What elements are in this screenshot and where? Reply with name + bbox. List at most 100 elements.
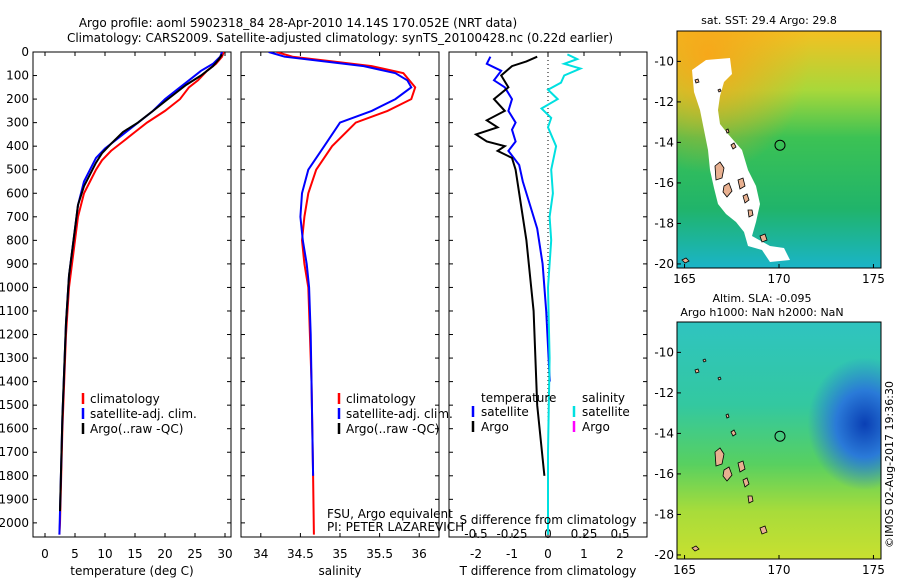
depth-tick-label: 700 — [6, 210, 29, 224]
salinity-legend: climatology satellite-adj. clim. Argo(..… — [337, 392, 453, 436]
legend-label-climatology: climatology — [90, 392, 160, 406]
x-tick-label: 10 — [97, 547, 112, 561]
depth-tick-label: 2000 — [0, 516, 29, 530]
temperature-xlabel: temperature (deg C) — [70, 564, 193, 578]
depth-tick-label: 1900 — [0, 492, 29, 506]
depth-tick-label: 300 — [6, 116, 29, 130]
temperature-plot: 0 5 10 15 20 25 30 — [33, 51, 233, 561]
depth-axis: 0 100 200 300 400 500 600 700 800 900 1000 1100 1200… — [0, 45, 29, 530]
legend-label-argo: Argo(..raw -QC) — [346, 422, 439, 436]
depth-tick-label: 500 — [6, 163, 29, 177]
depth-tick-label: 1200 — [0, 328, 29, 342]
legend-label-satellite: satellite-adj. clim. — [346, 407, 453, 421]
salinity-axes-frame — [240, 51, 440, 538]
legend-label-climatology: climatology — [346, 392, 416, 406]
x-tick-label: -1 — [506, 547, 518, 561]
salinity-annotation-line-1: FSU, Argo equivalent — [327, 507, 453, 521]
temperature-panel: 0 5 10 15 20 25 30 temperature (deg C) — [32, 51, 233, 578]
x-tick-label: 5 — [71, 547, 79, 561]
s-x-tick-label: 0.25 — [571, 527, 598, 541]
s-x-tick-label: -0.5 — [464, 527, 487, 541]
sst-map-title: sat. SST: 29.4 Argo: 29.8 — [701, 14, 837, 27]
map-y-tick-label: -14 — [654, 135, 674, 149]
sla-map-subtitle: Argo h1000: NaN h2000: NaN — [680, 306, 843, 319]
x-tick-label: 35.5 — [366, 547, 393, 561]
depth-tick-label: 1100 — [0, 304, 29, 318]
map-y-tick-label: -14 — [654, 426, 674, 440]
x-tick-label: 34 — [253, 547, 268, 561]
x-tick-label: 0 — [41, 547, 49, 561]
series-line-temperature-satellite — [485, 56, 551, 382]
temperature-legend: climatology satellite-adj. clim. Argo(..… — [81, 392, 197, 436]
series-line-temperature-argo — [473, 55, 546, 476]
temperature-axes-frame — [32, 51, 232, 538]
x-tick-label: 36 — [412, 547, 427, 561]
series-group — [473, 53, 584, 535]
depth-tick-label: 1800 — [0, 469, 29, 483]
difference-plot: -2 -1 0 1 2-0.5 -0.25 0 0.25 0.5 — [449, 51, 647, 561]
salinity-xlabel: salinity — [318, 564, 361, 578]
x-tick-label: -2 — [470, 547, 482, 561]
legend-label-argo: Argo(..raw -QC) — [90, 422, 183, 436]
difference-panel: -2 -1 0 1 2-0.5 -0.25 0 0.25 0.5 S difference fr… — [448, 51, 648, 578]
map-y-tick-label: -10 — [654, 54, 674, 68]
map-y-tick-label: -12 — [654, 95, 674, 109]
series-group — [58, 52, 225, 535]
series-line-satellite-adj-clim- — [58, 52, 223, 535]
map-x-tick-label: 175 — [862, 272, 885, 286]
sla-map-axes: 165 170 175 -10 -12 -14 -16 -18 -20 — [654, 345, 885, 577]
sla-map-panel: Altim. SLA: -0.095 Argo h1000: NaN h2000… — [654, 292, 885, 577]
salinity-plot: 34 34.5 35 35.5 36 — [241, 51, 439, 561]
sla-map-islands — [691, 358, 768, 552]
depth-tick-label: 1600 — [0, 422, 29, 436]
sla-map-title: Altim. SLA: -0.095 — [712, 292, 811, 305]
legend-label-s-argo: Argo — [582, 420, 610, 434]
depth-tick-label: 600 — [6, 186, 29, 200]
difference-legend: temperature satellite Argo salinity sate… — [471, 391, 630, 434]
depth-tick-label: 1300 — [0, 351, 29, 365]
sst-map-argo-marker — [774, 139, 786, 151]
x-tick-label: 2 — [616, 547, 624, 561]
sst-map-cloud-mask — [692, 58, 790, 262]
depth-tick-label: 900 — [6, 257, 29, 271]
legend-label-t-argo: Argo — [481, 420, 509, 434]
x-tick-label: 35 — [332, 547, 347, 561]
legend-title-salinity: salinity — [582, 391, 625, 405]
x-tick-label: 15 — [127, 547, 142, 561]
map-y-tick-label: -10 — [654, 345, 674, 359]
depth-tick-label: 800 — [6, 233, 29, 247]
series-line-climatology — [276, 52, 417, 535]
depth-tick-label: 1000 — [0, 280, 29, 294]
map-x-tick-label: 175 — [862, 563, 885, 577]
sst-map-panel: sat. SST: 29.4 Argo: 29.8 165 170 175 -10 -1… — [654, 14, 885, 286]
s-x-tick-label: -0.25 — [496, 527, 527, 541]
title-line-1: Argo profile: aoml 5902318_84 28-Apr-201… — [79, 16, 517, 30]
legend-label-t-satellite: satellite — [481, 405, 529, 419]
x-tick-label: 0 — [544, 547, 552, 561]
sla-map-argo-marker — [774, 430, 786, 442]
imos-timestamp: ©IMOS 02-Aug-2017 19:36:30 — [883, 381, 896, 548]
sst-map-islands — [681, 78, 768, 264]
depth-tick-label: 200 — [6, 92, 29, 106]
x-tick-label: 34.5 — [287, 547, 314, 561]
map-y-tick-label: -18 — [654, 216, 674, 230]
map-y-tick-label: -12 — [654, 386, 674, 400]
depth-tick-label: 100 — [6, 69, 29, 83]
series-group — [268, 52, 417, 535]
series-line-satellite-adj-clim- — [268, 52, 413, 476]
s-x-tick-label: 0.5 — [610, 527, 629, 541]
x-tick-label: 30 — [217, 547, 232, 561]
series-line-argo-raw-qc- — [59, 53, 223, 512]
legend-label-satellite: satellite-adj. clim. — [90, 407, 197, 421]
x-tick-label: 25 — [187, 547, 202, 561]
map-x-tick-label: 170 — [768, 563, 791, 577]
map-y-tick-label: -20 — [654, 548, 674, 562]
difference-s-xlabel: S difference from climatology — [460, 513, 637, 527]
x-tick-label: 1 — [580, 547, 588, 561]
difference-t-xlabel: T difference from climatology — [459, 564, 637, 578]
series-line-salinity-satellite — [539, 53, 584, 535]
map-y-tick-label: -20 — [654, 257, 674, 271]
depth-tick-label: 1500 — [0, 398, 29, 412]
title-line-2: Climatology: CARS2009. Satellite-adjuste… — [67, 31, 613, 45]
map-y-tick-label: -16 — [654, 176, 674, 190]
